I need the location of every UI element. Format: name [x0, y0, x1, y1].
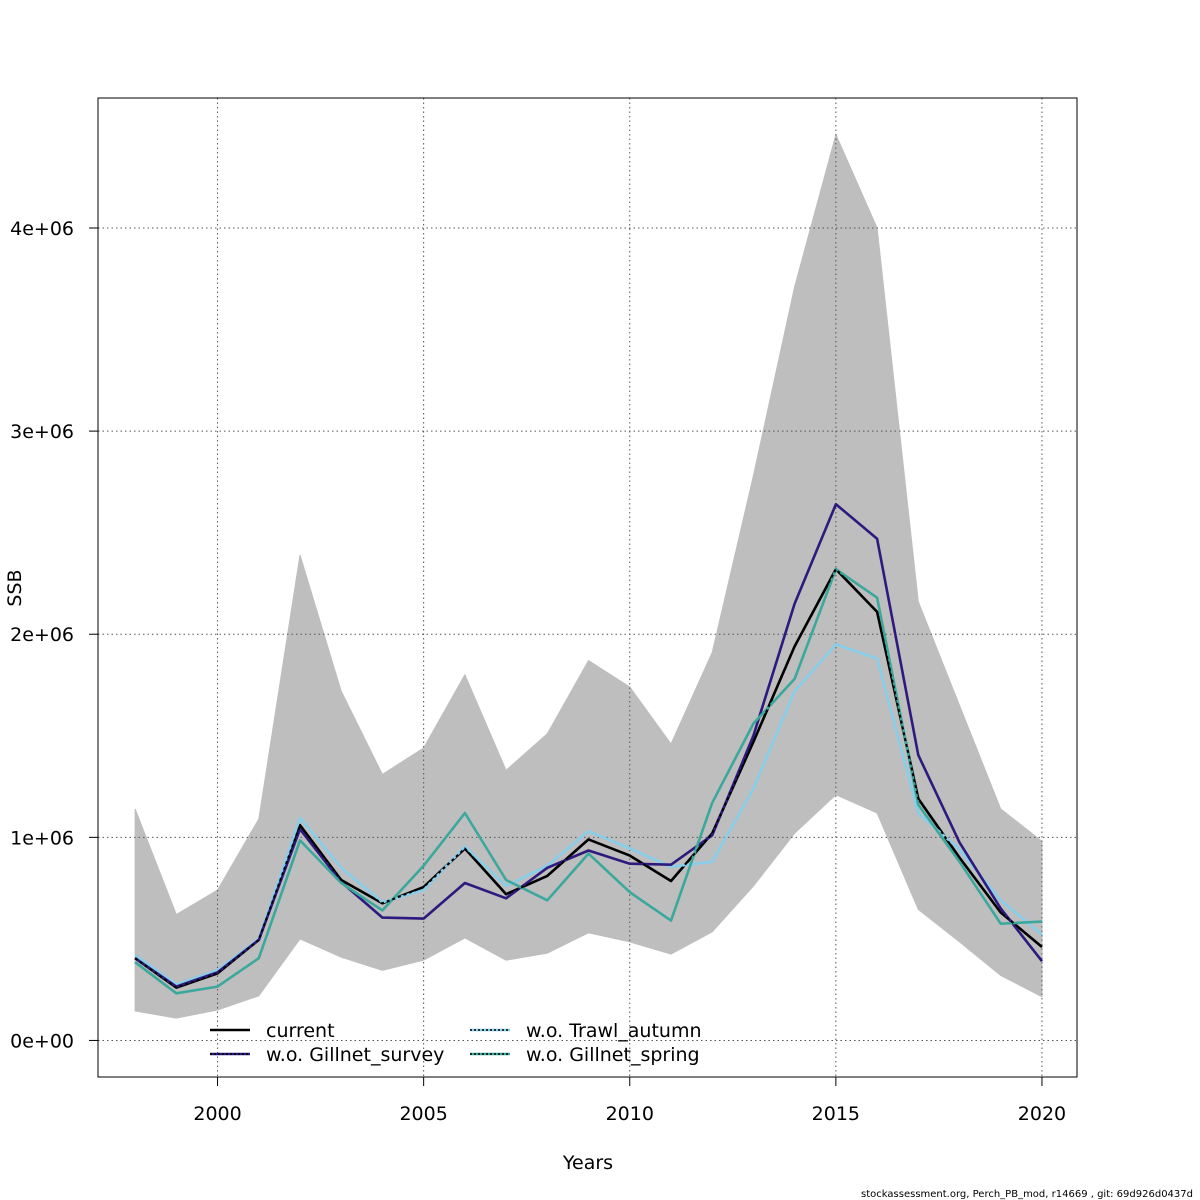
y-tick-label: 3e+06	[10, 421, 74, 443]
y-tick-label: 4e+06	[10, 218, 74, 240]
x-tick-label: 2000	[193, 1103, 241, 1125]
confidence-band-layer	[134, 133, 1043, 1019]
x-tick-label: 2020	[1018, 1103, 1066, 1125]
footer-credit: stockassessment.org, Perch_PB_mod, r1466…	[861, 1189, 1193, 1200]
y-tick-label: 2e+06	[10, 624, 74, 646]
legend-item-2: w.o. Trawl_autumn	[470, 1020, 702, 1042]
x-tick-label: 2010	[606, 1103, 654, 1125]
x-tick-label: 2005	[399, 1103, 447, 1125]
legend-item-3: w.o. Gillnet_spring	[470, 1044, 700, 1066]
legend-item-1: w.o. Gillnet_survey	[210, 1044, 444, 1066]
x-axis: 2000 2005 2010 2015 2020	[193, 1077, 1066, 1125]
y-axis-title: SSB	[4, 569, 26, 606]
grid-layer	[98, 98, 1077, 1077]
legend-item-0: current	[210, 1020, 335, 1042]
legend-label: current	[266, 1020, 335, 1042]
y-tick-label: 0e+00	[10, 1030, 74, 1052]
series-line-2	[134, 502, 1044, 988]
series-line-3	[134, 567, 1043, 995]
confidence-band	[134, 133, 1043, 1019]
y-axis: 0e+00 1e+06 2e+06 3e+06 4e+06	[10, 218, 98, 1052]
y-tick-label: 1e+06	[10, 827, 74, 849]
legend-label: w.o. Gillnet_survey	[266, 1044, 444, 1066]
legend-label: w.o. Trawl_autumn	[526, 1020, 702, 1042]
plot-frame	[97, 97, 1078, 1078]
series-layer	[134, 502, 1044, 995]
x-axis-title: Years	[562, 1152, 613, 1174]
series-line-4	[134, 568, 1043, 989]
series-line-1	[134, 643, 1043, 986]
x-tick-label: 2015	[812, 1103, 860, 1125]
legend-label: w.o. Gillnet_spring	[526, 1044, 700, 1066]
